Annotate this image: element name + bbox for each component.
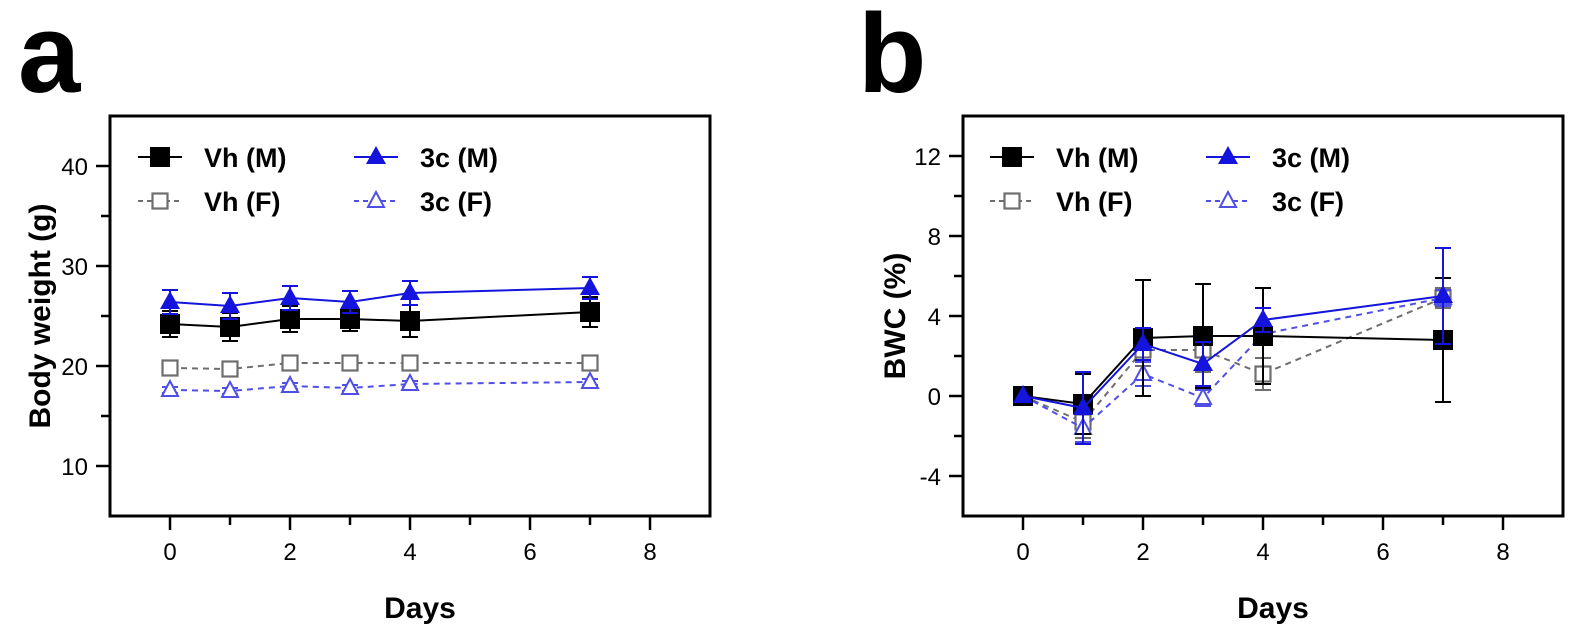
data-point: [160, 291, 180, 309]
legend-marker: [1002, 147, 1022, 167]
data-point: [1013, 385, 1033, 403]
legend-marker: [150, 147, 170, 167]
y-tick-label: 10: [61, 454, 88, 481]
legend-item: Vh (F): [138, 187, 280, 217]
data-point: [580, 277, 600, 295]
series-line: [169, 287, 591, 308]
legend-item: Vh (M): [990, 143, 1138, 173]
data-point: [1433, 285, 1453, 303]
series-line: [1022, 297, 1444, 430]
legend-label: Vh (M): [1056, 143, 1138, 173]
x-tick-label: 8: [643, 539, 656, 566]
series-vh-f: [161, 354, 599, 378]
y-axis-title: BWC (%): [879, 253, 912, 380]
x-axis-title: Days: [1237, 592, 1309, 625]
data-point: [340, 291, 360, 309]
data-point: [401, 354, 419, 372]
y-tick-label: 20: [61, 354, 88, 381]
legend-label: Vh (M): [204, 143, 286, 173]
y-tick-label: 30: [61, 254, 88, 281]
data-point: [1253, 309, 1273, 327]
data-point: [221, 360, 239, 378]
series-vh-f: [1014, 287, 1452, 439]
legend-item: Vh (M): [138, 143, 286, 173]
legend-label: Vh (F): [1056, 187, 1132, 217]
data-point: [580, 302, 600, 322]
data-point: [340, 376, 360, 395]
x-axis-title: Days: [384, 592, 456, 625]
legend-marker: [151, 192, 169, 210]
series-line: [1022, 297, 1444, 424]
data-point: [161, 359, 179, 377]
data-point: [580, 370, 600, 389]
x-tick-label: 0: [1016, 539, 1029, 566]
data-point: [280, 287, 300, 305]
panel-letter: b: [858, 0, 926, 116]
legend-marker: [1003, 192, 1021, 210]
data-point: [220, 379, 240, 398]
data-point: [280, 309, 300, 329]
y-tick-label: 8: [928, 224, 941, 251]
legend-label: 3c (M): [420, 143, 498, 173]
data-point: [280, 374, 300, 393]
legend-marker: [1218, 189, 1238, 208]
x-tick-label: 8: [1496, 539, 1509, 566]
series-line: [1022, 295, 1444, 410]
y-axis-title: Body weight (g): [24, 204, 57, 429]
series-vh-m: [160, 296, 600, 342]
data-point: [160, 378, 180, 397]
legend-item: 3c (F): [354, 187, 492, 217]
legend-label: Vh (F): [204, 187, 280, 217]
legend-marker: [366, 146, 386, 164]
data-point: [220, 295, 240, 313]
x-tick-label: 2: [283, 539, 296, 566]
data-point: [581, 354, 599, 372]
legend-label: 3c (M): [1272, 143, 1350, 173]
legend-label: 3c (F): [420, 187, 492, 217]
x-tick-label: 0: [163, 539, 176, 566]
legend-item: 3c (M): [1206, 143, 1350, 173]
data-point: [1193, 353, 1213, 371]
y-tick-label: 12: [914, 144, 941, 171]
x-tick-label: 6: [523, 539, 536, 566]
data-point: [1133, 333, 1153, 351]
data-point: [1073, 397, 1093, 415]
legend: Vh (M) 3c (M) Vh (F) 3c (F): [990, 143, 1350, 217]
y-tick-label: -4: [920, 464, 941, 491]
legend-marker: [366, 189, 386, 208]
data-point: [220, 317, 240, 337]
data-point: [400, 372, 420, 391]
x-tick-label: 2: [1136, 539, 1149, 566]
data-point: [1193, 386, 1213, 405]
series-3c-m: [160, 276, 600, 320]
data-point: [400, 311, 420, 331]
x-tick-label: 6: [1376, 539, 1389, 566]
series-3c-m: [1013, 247, 1453, 445]
data-point: [160, 314, 180, 334]
data-point: [400, 282, 420, 300]
data-point: [281, 354, 299, 372]
legend: Vh (M) 3c (M) Vh (F) 3c (F): [138, 143, 498, 217]
panel-letter: a: [18, 0, 81, 116]
y-tick-label: 0: [928, 384, 941, 411]
legend-item: 3c (M): [354, 143, 498, 173]
series-line: [1022, 335, 1444, 406]
series-3c-f: [160, 370, 600, 398]
y-tick-label: 40: [61, 154, 88, 181]
data-point: [341, 354, 359, 372]
legend-marker: [1218, 146, 1238, 164]
legend-label: 3c (F): [1272, 187, 1344, 217]
chart-panel-a: a 0 2 4 6 8 10 20 30 40 Days Body weight (g) Vh (M) 3…: [18, 0, 712, 625]
x-tick-label: 4: [1256, 539, 1269, 566]
y-tick-label: 4: [928, 304, 941, 331]
legend-item: Vh (F): [990, 187, 1132, 217]
x-tick-label: 4: [403, 539, 416, 566]
legend-item: 3c (F): [1206, 187, 1344, 217]
